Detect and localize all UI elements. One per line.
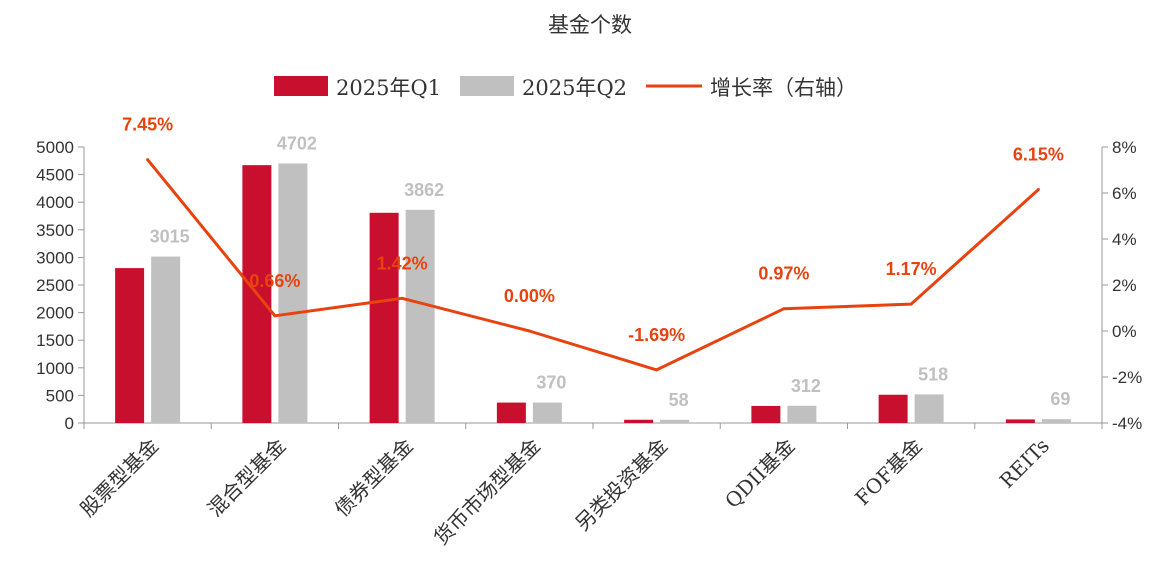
left-axis-tick-label: 3000 <box>36 248 74 267</box>
left-axis-tick-label: 4000 <box>36 193 74 212</box>
x-axis-category-label: 货币市场型基金 <box>429 434 545 550</box>
bar-q2 <box>914 394 944 423</box>
right-axis-tick-label: 8% <box>1112 138 1137 157</box>
legend-label-growth: 增长率（右轴） <box>710 76 857 100</box>
right-axis-tick-label: 0% <box>1112 322 1137 341</box>
legend-swatch-q1 <box>274 76 328 96</box>
growth-line <box>146 158 1040 372</box>
bar-q2 <box>660 419 690 423</box>
right-axis-tick-label: -4% <box>1112 414 1142 433</box>
growth-value-label: -1.69% <box>628 325 685 345</box>
x-axis-category-label: REITs <box>995 434 1054 493</box>
growth-value-label: 1.42% <box>377 253 428 273</box>
x-axis-category-label: 混合型基金 <box>203 434 291 522</box>
bars <box>115 163 1071 424</box>
bar-q2 <box>151 256 181 423</box>
bar-q1 <box>878 394 908 423</box>
bar-value-label-q2: 4702 <box>277 133 317 153</box>
bar-q1 <box>369 212 399 423</box>
bar-q1 <box>751 405 781 423</box>
growth-point <box>655 368 659 372</box>
bar-q1 <box>496 402 526 423</box>
left-axis-tick-label: 500 <box>46 386 74 405</box>
data-labels: 3015 4702 3862 370 58 312 518 69 7.45% 0.66% 1.42%… <box>122 115 1070 410</box>
bar-q2 <box>1041 419 1071 423</box>
growth-value-label: 0.97% <box>758 264 809 284</box>
left-axis-tick-label: 3500 <box>36 221 74 240</box>
right-axis-tick-label: 4% <box>1112 230 1137 249</box>
growth-point <box>146 158 150 162</box>
legend: 2025年Q1 2025年Q2 增长率（右轴） <box>274 76 857 100</box>
bar-value-label-q2: 58 <box>669 390 689 410</box>
growth-point <box>1036 188 1040 192</box>
growth-point <box>400 296 404 300</box>
x-axis-category-label: FOF基金 <box>850 434 926 510</box>
growth-value-label: 0.66% <box>249 271 300 291</box>
growth-point <box>909 302 913 306</box>
bar-value-label-q2: 370 <box>536 373 566 393</box>
x-axis-category-label: 债券型基金 <box>330 434 418 522</box>
legend-label-q2: 2025年Q2 <box>522 76 627 100</box>
axes: 0 500 1000 1500 2000 2500 3000 3500 4000 4500 5000… <box>36 138 1142 550</box>
left-axis-tick-label: 2500 <box>36 276 74 295</box>
bar-value-label-q2: 518 <box>918 364 948 384</box>
bar-q2 <box>787 405 817 423</box>
growth-value-label: 7.45% <box>122 115 173 135</box>
right-axis-tick-label: -2% <box>1112 368 1142 387</box>
growth-line-layer <box>146 158 1040 372</box>
chart-title: 基金个数 <box>548 13 632 37</box>
left-axis-tick-label: 2000 <box>36 304 74 323</box>
x-axis-category-label: 股票型基金 <box>75 434 163 522</box>
x-axis-category-label: QDII基金 <box>720 434 799 513</box>
bar-q1 <box>1005 419 1035 423</box>
bar-value-label-q2: 3015 <box>150 227 190 247</box>
bar-value-label-q2: 312 <box>791 376 821 396</box>
right-axis-tick-label: 6% <box>1112 184 1137 203</box>
left-axis-tick-label: 4500 <box>36 166 74 185</box>
left-axis-tick-label: 1000 <box>36 359 74 378</box>
bar-q2 <box>405 209 435 423</box>
bar-q1 <box>115 268 145 423</box>
growth-value-label: 6.15% <box>1013 145 1064 165</box>
growth-point <box>782 307 786 311</box>
growth-value-label: 0.00% <box>504 286 555 306</box>
left-axis-tick-label: 0 <box>65 414 74 433</box>
legend-swatch-q2 <box>460 76 514 96</box>
x-axis-category-label: 另类投资基金 <box>570 434 672 536</box>
bar-value-label-q2: 69 <box>1050 389 1070 409</box>
bar-q2 <box>532 402 562 423</box>
legend-label-q1: 2025年Q1 <box>336 76 441 100</box>
bar-q1 <box>624 419 654 423</box>
left-axis-tick-label: 5000 <box>36 138 74 157</box>
bar-value-label-q2: 3862 <box>404 180 444 200</box>
growth-point <box>527 329 531 333</box>
bar-q2 <box>278 163 308 424</box>
right-axis-tick-label: 2% <box>1112 276 1137 295</box>
growth-point <box>273 314 277 318</box>
growth-value-label: 1.17% <box>886 259 937 279</box>
left-axis-tick-label: 1500 <box>36 331 74 350</box>
